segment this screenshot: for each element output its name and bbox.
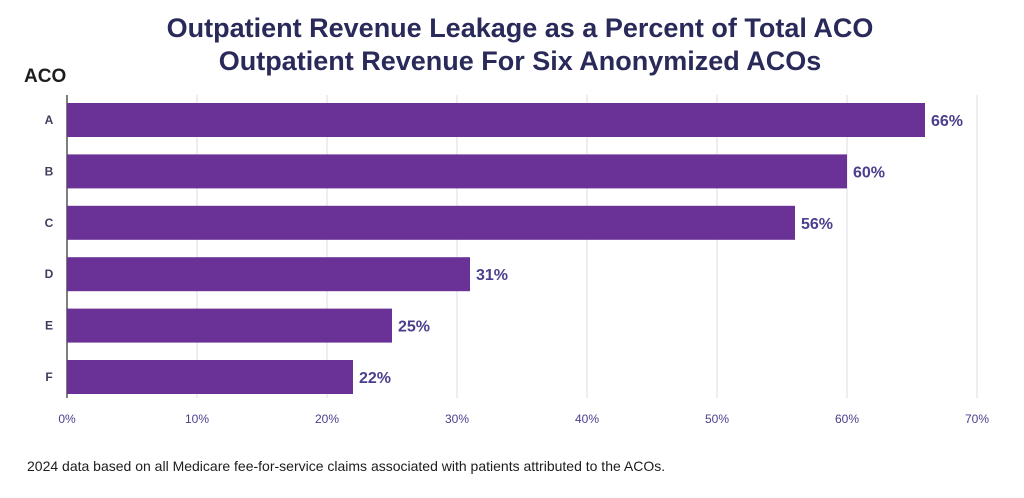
category-label: F: [45, 370, 52, 384]
x-tick-label: 30%: [445, 412, 469, 426]
bar: [67, 360, 353, 394]
category-label: A: [45, 113, 54, 127]
category-label: E: [45, 319, 53, 333]
category-label: D: [45, 267, 54, 281]
data-label: 22%: [359, 370, 391, 387]
data-label: 60%: [853, 164, 885, 181]
y-axis-label: ACO: [24, 66, 67, 87]
data-label: 56%: [801, 216, 833, 233]
data-label: 66%: [931, 113, 963, 130]
data-label: 31%: [476, 267, 508, 284]
bar: [67, 205, 795, 240]
data-label: 25%: [398, 319, 430, 336]
bar: [67, 257, 470, 292]
x-tick-label: 0%: [58, 412, 76, 426]
x-tick-label: 40%: [575, 412, 599, 426]
bar: [67, 308, 392, 343]
bar: [67, 154, 847, 189]
x-tick-label: 50%: [705, 412, 729, 426]
chart-title-line-1: Outpatient Revenue Leakage as a Percent …: [166, 13, 874, 43]
category-label: C: [45, 216, 54, 230]
chart-title-line-2: Outpatient Revenue For Six Anonymized AC…: [218, 46, 822, 76]
x-tick-label: 20%: [315, 412, 339, 426]
footnote: 2024 data based on all Medicare fee-for-…: [27, 458, 666, 474]
x-tick-label: 60%: [835, 412, 859, 426]
category-label: B: [45, 164, 54, 178]
x-tick-label: 70%: [965, 412, 989, 426]
bar: [67, 103, 925, 137]
chart-title: Outpatient Revenue Leakage as a Percent …: [0, 12, 1024, 78]
x-tick-label: 10%: [185, 412, 209, 426]
